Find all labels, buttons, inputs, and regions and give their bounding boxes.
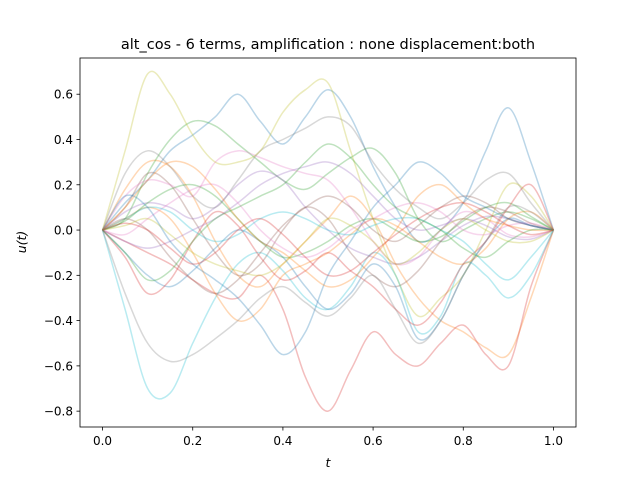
y-tick-label: −0.8 <box>44 405 73 419</box>
plot-area <box>79 57 577 428</box>
series-line-21 <box>101 161 554 356</box>
series-group <box>101 70 555 412</box>
series-line-8 <box>101 116 555 231</box>
series-line-15 <box>102 161 554 249</box>
series-line-16 <box>102 195 554 295</box>
series-line-5 <box>102 170 554 265</box>
series-line-24 <box>102 202 554 277</box>
series-line-14 <box>101 183 555 326</box>
series-line-7 <box>101 150 554 266</box>
series-line-12 <box>102 206 554 322</box>
series-line-1 <box>101 88 555 243</box>
series-line-17 <box>102 183 554 258</box>
series-line-20 <box>102 206 555 281</box>
series-line-10 <box>101 229 555 400</box>
y-tick-label: −0.4 <box>44 314 73 328</box>
x-tick-label: 0.2 <box>183 434 202 448</box>
series-line-9 <box>101 70 555 318</box>
y-tick-label: −0.2 <box>44 269 73 283</box>
y-tick-label: 0.4 <box>54 133 73 147</box>
y-tick-label: −0.6 <box>44 359 73 373</box>
x-tick-label: 0.4 <box>273 434 292 448</box>
plot-frame <box>79 57 577 428</box>
x-tick-label: 0.6 <box>364 434 383 448</box>
y-axis-label: u(t) <box>14 231 29 254</box>
y-tick-label: 0.2 <box>54 178 73 192</box>
series-line-18 <box>101 204 554 363</box>
series-line-2 <box>101 159 555 359</box>
y-tick-label: 0.0 <box>54 224 73 238</box>
x-tick-label: 0.8 <box>454 434 473 448</box>
x-axis: 0.0 0.2 0.4 0.6 0.8 1.0 <box>93 427 563 448</box>
chart-title: alt_cos - 6 terms, amplification : none … <box>121 37 535 53</box>
series-line-6 <box>102 171 554 288</box>
x-axis-label: t <box>326 455 332 470</box>
series-line-23 <box>102 143 554 282</box>
y-axis: −0.8 −0.6 −0.4 −0.2 0.0 0.2 0.4 0.6 <box>44 88 80 419</box>
series-line-22 <box>102 160 554 288</box>
series-line-13 <box>102 183 554 259</box>
series-line-19 <box>102 217 554 277</box>
y-tick-label: 0.6 <box>54 88 73 102</box>
series-line-11 <box>102 217 554 341</box>
series-line-3 <box>102 119 554 243</box>
x-tick-label: 0.0 <box>93 434 112 448</box>
x-tick-label: 1.0 <box>544 434 563 448</box>
series-line-4 <box>102 229 555 412</box>
